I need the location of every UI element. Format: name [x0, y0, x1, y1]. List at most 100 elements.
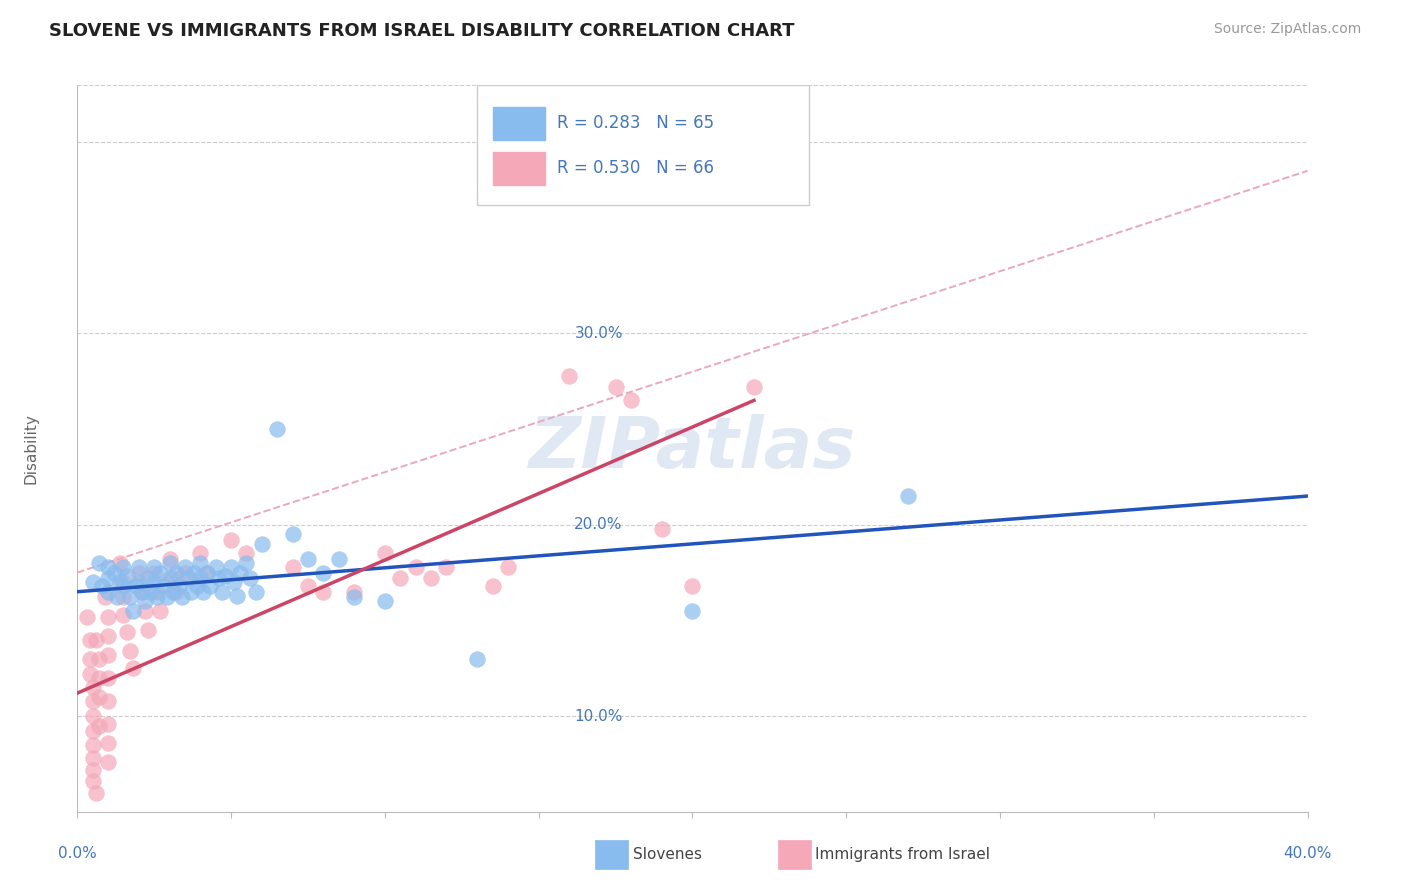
Point — [82, 763, 104, 777]
Point — [266, 422, 288, 436]
Point — [682, 604, 704, 618]
Point — [165, 566, 187, 580]
Point — [496, 559, 519, 574]
Point — [245, 584, 267, 599]
Point — [115, 569, 138, 583]
Point — [180, 584, 202, 599]
Point — [105, 591, 128, 605]
Point — [112, 591, 135, 605]
FancyBboxPatch shape — [494, 106, 546, 140]
Text: Slovenes: Slovenes — [633, 847, 702, 862]
Point — [97, 559, 120, 574]
Point — [343, 584, 366, 599]
Point — [131, 584, 153, 599]
Point — [76, 609, 98, 624]
Point — [94, 591, 117, 605]
Point — [82, 681, 104, 695]
Point — [297, 579, 319, 593]
FancyBboxPatch shape — [494, 152, 546, 185]
Point — [112, 575, 135, 590]
Text: 40.0%: 40.0% — [575, 135, 623, 150]
Point — [97, 694, 120, 708]
Point — [481, 579, 503, 593]
Point — [162, 571, 184, 585]
Point — [90, 579, 114, 593]
Point — [82, 724, 104, 739]
Point — [84, 632, 107, 647]
Point — [281, 559, 304, 574]
Point — [149, 604, 172, 618]
Point — [177, 571, 200, 585]
Point — [239, 571, 262, 585]
Point — [188, 571, 212, 585]
Point — [87, 718, 110, 732]
Text: R = 0.283   N = 65: R = 0.283 N = 65 — [557, 113, 714, 131]
Text: Immigrants from Israel: Immigrants from Israel — [815, 847, 990, 862]
Point — [141, 584, 163, 599]
Point — [204, 559, 226, 574]
Point — [312, 566, 335, 580]
Point — [159, 556, 181, 570]
Text: 10.0%: 10.0% — [575, 708, 623, 723]
FancyBboxPatch shape — [477, 85, 810, 204]
Point — [682, 579, 704, 593]
Point — [374, 594, 396, 608]
Point — [226, 589, 249, 603]
Point — [558, 368, 581, 383]
Point — [115, 624, 138, 639]
Point — [82, 751, 104, 765]
Point — [605, 380, 627, 394]
Point — [465, 651, 488, 665]
Point — [79, 651, 101, 665]
Point — [125, 579, 148, 593]
Point — [235, 556, 257, 570]
Point — [112, 579, 135, 593]
Point — [112, 559, 135, 574]
Point — [281, 527, 304, 541]
Point — [183, 566, 205, 580]
Point — [219, 533, 242, 547]
Point — [143, 559, 166, 574]
Point — [136, 623, 159, 637]
Point — [186, 579, 208, 593]
Point — [82, 738, 104, 752]
Point — [121, 661, 143, 675]
Point — [131, 584, 153, 599]
Point — [193, 584, 215, 599]
Point — [389, 571, 412, 585]
Point — [162, 584, 184, 599]
Point — [79, 667, 101, 681]
Point — [97, 629, 120, 643]
Point — [97, 584, 120, 599]
Point — [312, 584, 335, 599]
Point — [134, 604, 156, 618]
Point — [118, 591, 141, 605]
Point — [97, 671, 120, 685]
Point — [343, 591, 366, 605]
Point — [219, 559, 242, 574]
Point — [103, 566, 125, 580]
Point — [155, 591, 177, 605]
Point — [170, 591, 193, 605]
Point — [328, 552, 350, 566]
Point — [620, 393, 643, 408]
Point — [374, 546, 396, 560]
Point — [97, 648, 120, 662]
Point — [143, 575, 166, 590]
Point — [143, 566, 166, 580]
Point — [436, 559, 458, 574]
Point — [134, 594, 156, 608]
Text: R = 0.530   N = 66: R = 0.530 N = 66 — [557, 159, 714, 177]
Point — [208, 571, 231, 585]
Point — [97, 736, 120, 750]
Point — [250, 537, 273, 551]
Point — [110, 575, 132, 590]
Point — [110, 556, 132, 570]
Point — [420, 571, 443, 585]
Point — [159, 552, 181, 566]
Point — [79, 632, 101, 647]
Point — [146, 591, 169, 605]
Point — [195, 566, 218, 580]
Point — [97, 755, 120, 769]
Point — [118, 644, 141, 658]
